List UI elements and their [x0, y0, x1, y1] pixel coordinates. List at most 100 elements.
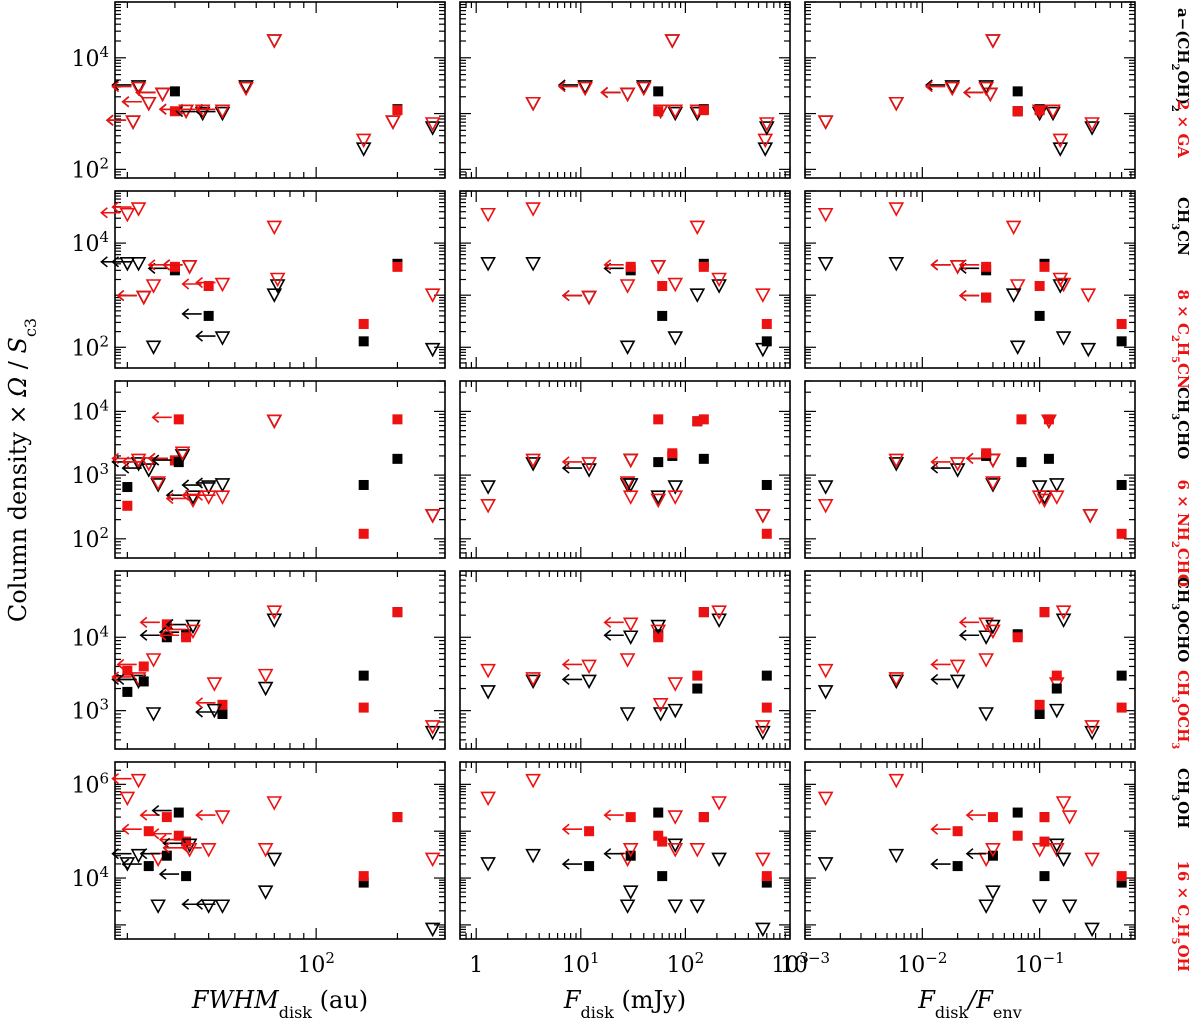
point-red-s10 — [1051, 670, 1062, 681]
point-black-s8-triangle — [667, 106, 684, 122]
point-black-s6-square — [173, 457, 184, 468]
point-black-s6-limit-arrowhead — [151, 804, 160, 817]
point-red-s10-limit-arrowhead — [195, 809, 203, 821]
point-red-s12-triangle — [622, 843, 639, 858]
point-red-s7 — [985, 624, 1001, 640]
point-red-s10 — [622, 490, 639, 505]
point-red-s5 — [965, 809, 998, 823]
point-black-s1-triangle — [480, 685, 496, 700]
point-red-s12-square — [358, 702, 369, 713]
point-black-s7 — [657, 871, 668, 882]
point-red-s10 — [978, 81, 994, 97]
point-red-s11 — [692, 416, 703, 427]
point-red-s4 — [145, 279, 162, 294]
point-black-s8 — [195, 330, 231, 346]
point-red-s6 — [158, 629, 192, 643]
point-red-s11 — [761, 318, 772, 329]
row-label-black-1: a−(CH2OH)2 — [1170, 8, 1193, 112]
point-black-s6 — [1012, 807, 1023, 818]
point-black-s8-limit-arrowhead — [195, 706, 203, 718]
point-black-s15-triangle — [754, 922, 771, 938]
point-red-s2 — [525, 96, 541, 112]
point-black-s9-triangle — [1005, 288, 1022, 303]
row-label-black-4: CH3OCHO — [1170, 577, 1193, 662]
point-red-s2-limit-arrowhead — [111, 201, 120, 213]
point-red-s7 — [657, 281, 668, 292]
point-red-s2-triangle — [525, 773, 541, 789]
point-red-s6 — [162, 259, 198, 275]
point-black-s8-triangle — [214, 106, 231, 122]
point-black-s1-triangle — [385, 115, 401, 130]
point-black-s11-triangle — [1055, 852, 1072, 868]
point-red-s15-triangle — [424, 852, 441, 868]
point-red-s9 — [664, 34, 681, 49]
point-black-s2 — [525, 457, 541, 472]
point-black-s11-triangle — [266, 613, 283, 629]
point-red-s1 — [119, 791, 136, 807]
row-label-red-text: 16 × C2H5OH — [1170, 861, 1193, 972]
point-red-s12 — [358, 528, 369, 539]
point-red-s13-triangle — [424, 288, 441, 303]
point-black-s3-triangle — [581, 674, 597, 690]
x-tick-label: 10−3 — [780, 949, 830, 978]
point-red-s11-square — [692, 416, 703, 427]
point-black-s8-triangle — [652, 707, 669, 722]
point-red-s6-square — [1012, 106, 1023, 117]
point-red-s14 — [1082, 508, 1099, 524]
point-black-s9-triangle — [985, 34, 1001, 49]
row-label-black-3: CH3CHO — [1170, 387, 1193, 459]
point-black-s14-triangle — [1084, 725, 1100, 741]
point-red-s9 — [206, 677, 223, 692]
point-red-s13 — [698, 607, 709, 618]
row-label-black-2: CH3CN — [1170, 197, 1193, 256]
point-black-s13 — [758, 121, 775, 136]
point-black-s8 — [667, 331, 684, 346]
point-red-s8 — [667, 277, 684, 293]
point-red-s3 — [561, 456, 597, 472]
point-black-s4 — [150, 899, 166, 914]
point-red-s1 — [817, 115, 834, 130]
y-tick-label: 104 — [71, 622, 109, 651]
point-red-s4-triangle — [619, 87, 636, 103]
point-red-s13-square — [698, 607, 709, 618]
point-black-s11 — [711, 852, 727, 868]
point-red-s11-triangle — [1052, 133, 1069, 149]
point-black-s8-limit-arrowhead — [162, 837, 171, 849]
panel-frame — [114, 380, 446, 559]
point-red-s4 — [978, 653, 994, 668]
point-black-s14 — [1082, 508, 1099, 524]
point-red-s7 — [1045, 104, 1061, 119]
point-red-s7-triangle — [174, 446, 191, 461]
point-red-s8 — [195, 276, 231, 293]
point-red-s14 — [424, 720, 441, 735]
point-black-s12 — [761, 670, 772, 681]
point-black-s10-square — [1051, 683, 1062, 694]
point-red-s5 — [958, 259, 992, 272]
point-red-s6-square — [1016, 414, 1027, 425]
point-black-s8-triangle — [1048, 838, 1065, 853]
point-red-s7-square — [1034, 281, 1045, 292]
point-red-s10-triangle — [1048, 490, 1065, 505]
point-black-s11-square — [1116, 336, 1127, 347]
point-red-s3-limit-arrowhead — [116, 658, 125, 671]
point-red-s2 — [525, 672, 541, 687]
point-black-s3-triangle — [581, 463, 597, 478]
point-black-s1-triangle — [119, 257, 136, 272]
point-red-s12-triangle — [985, 843, 1001, 858]
panel-frame — [114, 1, 446, 179]
point-red-s3-limit-arrowhead — [121, 456, 130, 468]
point-red-s6-limit-arrowhead — [162, 259, 171, 271]
point-black-s13-square — [392, 453, 403, 464]
point-red-s4-triangle — [145, 653, 162, 668]
point-red-s9 — [1005, 220, 1022, 236]
point-black-s7 — [985, 619, 1001, 635]
point-black-s12-square — [761, 479, 772, 490]
panel-r1-c2 — [385, 1, 791, 179]
point-black-s8 — [667, 838, 684, 853]
point-red-s13-triangle — [758, 117, 775, 132]
point-red-s12-square — [358, 528, 369, 539]
point-red-s8-limit-arrowhead — [162, 842, 171, 854]
point-red-s1-triangle — [817, 791, 834, 807]
point-red-s11 — [355, 133, 372, 149]
point-black-s1-triangle — [817, 685, 834, 700]
